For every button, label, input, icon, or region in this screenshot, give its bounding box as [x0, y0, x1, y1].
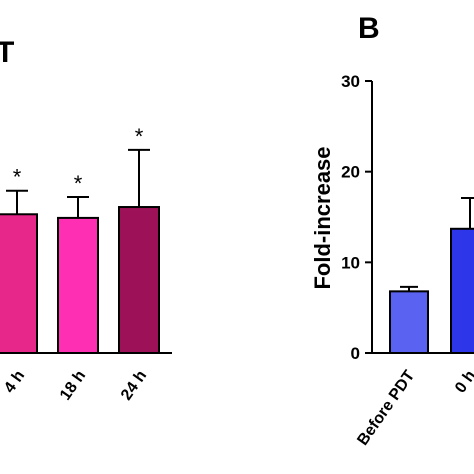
bar: [450, 227, 474, 354]
bar: [389, 290, 429, 355]
y-axis-title: Fold-increase: [310, 146, 335, 289]
x-tick-label: 24 h: [118, 368, 150, 404]
right-panel: 0 10 20 30 Before PDT 0 h: [341, 72, 474, 449]
x-tick-label: 4 h: [1, 368, 28, 397]
y-tick-label: 20: [341, 163, 360, 182]
x-tick-label: 0 h: [452, 368, 474, 397]
bar: [0, 213, 38, 354]
significance-marker: *: [13, 165, 22, 190]
y-tick-label: 30: [341, 72, 360, 91]
y-tick-label: 0: [351, 344, 360, 363]
y-tick-label: 10: [341, 253, 360, 272]
x-tick-label: Before PDT: [354, 367, 418, 448]
bar: [57, 216, 99, 354]
panel-a-label: T: [0, 36, 14, 69]
significance-marker: *: [135, 124, 144, 149]
panel-b-label: B: [358, 12, 380, 45]
significance-marker: *: [74, 171, 83, 196]
x-tick-label: 18 h: [57, 368, 89, 404]
left-panel: * 4 h * 18 h * 24 h: [0, 124, 172, 404]
bar: [118, 206, 160, 354]
